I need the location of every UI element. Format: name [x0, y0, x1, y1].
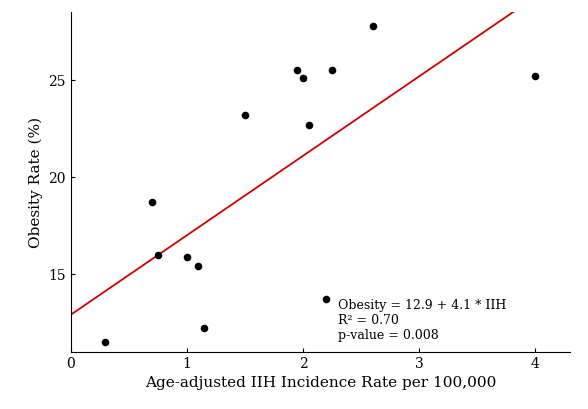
Point: [304, 121, 313, 128]
Point: [199, 325, 209, 332]
Point: [147, 199, 156, 206]
Point: [101, 339, 110, 345]
Point: [240, 112, 250, 118]
Point: [368, 22, 377, 29]
Point: [322, 296, 331, 303]
Point: [292, 67, 302, 74]
Point: [328, 67, 337, 74]
Point: [153, 252, 162, 258]
Text: Obesity = 12.9 + 4.1 * IIH
R² = 0.70
p-value = 0.008: Obesity = 12.9 + 4.1 * IIH R² = 0.70 p-v…: [338, 299, 506, 342]
Point: [182, 254, 192, 260]
Point: [531, 73, 540, 80]
Y-axis label: Obesity Rate (%): Obesity Rate (%): [28, 117, 42, 247]
X-axis label: Age-adjusted IIH Incidence Rate per 100,000: Age-adjusted IIH Incidence Rate per 100,…: [145, 376, 496, 390]
Point: [298, 75, 308, 81]
Point: [193, 263, 203, 270]
